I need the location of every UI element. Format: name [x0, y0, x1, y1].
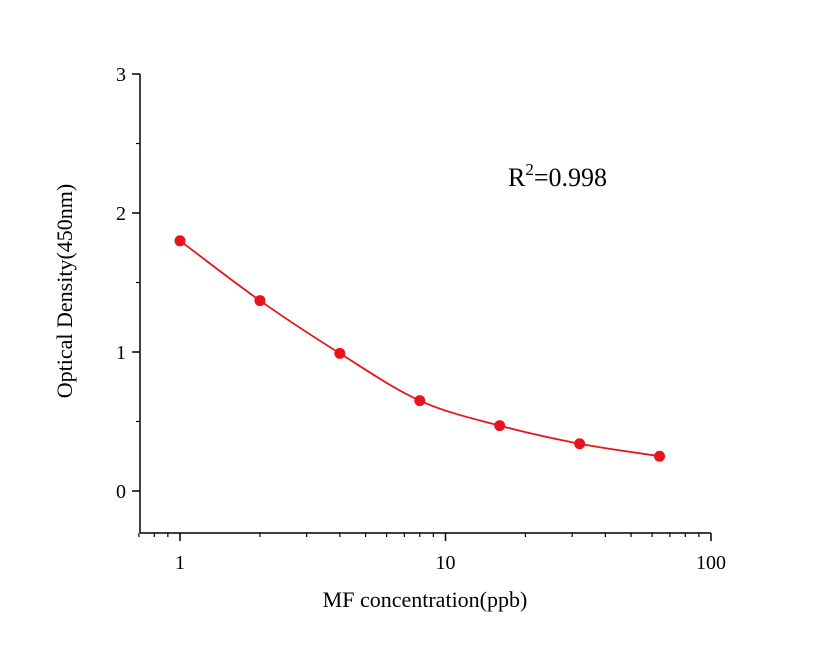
r-superscript: 2 [525, 160, 534, 179]
fit-curve [179, 240, 660, 458]
x-tick-label: 1 [175, 552, 185, 574]
fit-curve-group [179, 240, 660, 458]
data-point [414, 395, 426, 407]
y-ticks-group: 0 1 2 3 [116, 64, 140, 503]
axes-group [139, 74, 711, 534]
data-point [494, 420, 506, 432]
data-point [254, 295, 266, 307]
data-point [174, 235, 186, 247]
data-point [334, 347, 346, 359]
r-letter: R [508, 163, 526, 192]
y-tick-label: 2 [116, 203, 126, 225]
r-value: =0.998 [534, 163, 607, 192]
x-ticks-group: 1 10 100 [138, 533, 726, 574]
y-axis-title: Optical Density(450nm) [52, 184, 77, 398]
y-tick-label: 0 [116, 481, 126, 503]
x-axis-title: MF concentration(ppb) [323, 587, 528, 612]
r-squared-annotation: R2=0.998 [508, 160, 607, 192]
data-point [654, 450, 666, 462]
x-tick-label: 100 [696, 552, 726, 574]
y-tick-label: 3 [116, 64, 126, 86]
x-tick-label: 10 [436, 552, 456, 574]
data-point [574, 438, 586, 450]
data-points-group [174, 235, 666, 462]
y-tick-label: 1 [116, 342, 126, 364]
